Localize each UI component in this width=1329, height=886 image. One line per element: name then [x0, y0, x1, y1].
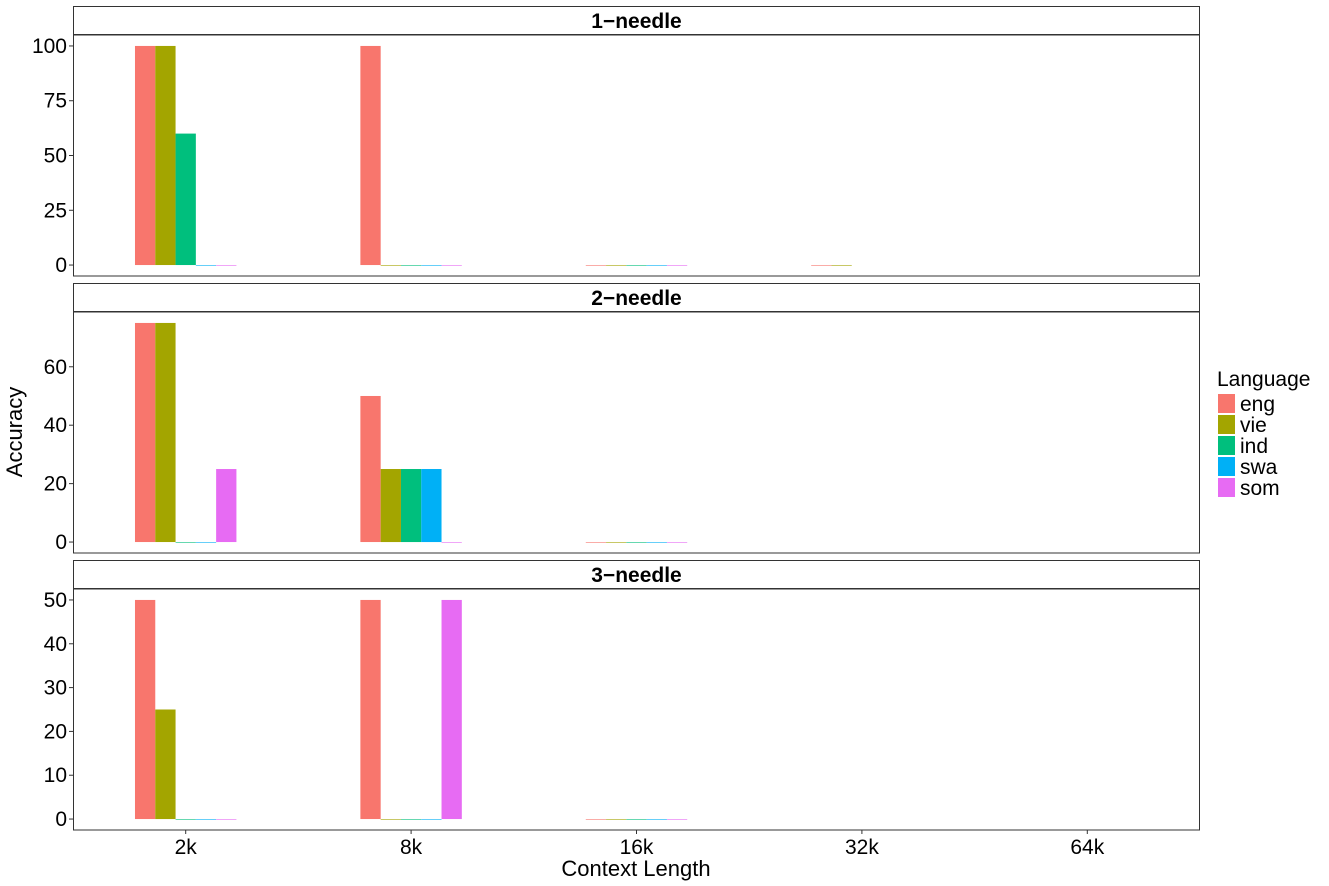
y-tick-label: 40 — [44, 414, 67, 437]
bar-som-8k — [441, 542, 462, 543]
legend-key-vie — [1218, 415, 1235, 434]
legend-label-vie: vie — [1240, 414, 1267, 437]
bar-ind-2k — [175, 819, 196, 820]
legend-label-swa: swa — [1240, 456, 1278, 479]
legend-title: Language — [1217, 368, 1310, 391]
y-tick-label: 25 — [44, 199, 67, 222]
bar-eng-2k — [134, 45, 156, 266]
facet-panel-3: 3−needle 0 10 20 30 40 50 — [44, 560, 1200, 831]
x-tick-label: 8k — [400, 836, 423, 859]
bar-vie-16k — [606, 265, 627, 266]
bar-swa-8k — [421, 265, 442, 266]
bar-swa-16k — [646, 542, 667, 543]
bar-som-2k — [216, 265, 237, 266]
bar-som-2k — [216, 469, 237, 543]
bar-eng-2k — [134, 599, 156, 820]
bar-swa-2k — [195, 819, 217, 820]
bar-som-8k — [441, 599, 462, 820]
bar-som-16k — [666, 542, 688, 543]
bar-swa-16k — [646, 819, 667, 820]
y-tick-label: 0 — [55, 254, 67, 277]
bar-som-2k — [216, 819, 237, 820]
bar-ind-16k — [626, 819, 647, 820]
bar-som-16k — [666, 265, 688, 266]
y-tick-label: 20 — [44, 473, 67, 496]
facet-strip — [73, 560, 1200, 589]
bar-vie-8k — [380, 819, 401, 820]
bar-eng-16k — [585, 819, 607, 820]
facet-strip-title: 1−needle — [591, 10, 681, 33]
bar-eng-8k — [360, 45, 381, 266]
legend-key-ind — [1218, 436, 1235, 455]
panels: 1−needle02550751002−needle02040603−needl… — [32, 6, 1200, 859]
y-tick-label: 0 — [55, 808, 67, 831]
x-tick-label: 32k — [845, 836, 879, 859]
bar-ind-8k — [400, 819, 422, 820]
bar-ind-8k — [400, 469, 422, 543]
bar-ind-2k — [175, 542, 196, 543]
x-axis-title: Context Length — [561, 856, 710, 881]
bar-eng-8k — [360, 395, 381, 543]
bar-swa-2k — [195, 265, 217, 266]
bar-ind-16k — [626, 265, 647, 266]
bar-ind-2k — [175, 133, 196, 266]
legend-label-eng: eng — [1240, 393, 1275, 416]
facet-strip — [73, 6, 1200, 35]
bar-som-16k — [666, 819, 688, 820]
legend-key-som — [1218, 478, 1235, 497]
bar-vie-8k — [380, 469, 401, 543]
bar-swa-8k — [421, 819, 442, 820]
y-tick-label: 75 — [44, 90, 67, 113]
facet-panel-1: 1−needle 0 25 50 75 100 — [32, 6, 1200, 277]
bar-vie-32k — [831, 265, 852, 266]
y-tick-label: 10 — [44, 764, 67, 787]
y-tick-label: 30 — [44, 677, 67, 700]
x-tick-label: 2k — [175, 836, 198, 859]
bar-vie-2k — [155, 45, 176, 266]
bar-ind-8k — [400, 265, 422, 266]
bar-vie-2k — [155, 322, 176, 543]
plot-background — [73, 312, 1200, 553]
plot-background — [73, 35, 1200, 276]
facet-panel-2: 2−needle 0 20 40 60 — [44, 283, 1200, 554]
bar-eng-16k — [585, 265, 607, 266]
bar-ind-16k — [626, 542, 647, 543]
bar-swa-2k — [195, 542, 217, 543]
bar-swa-8k — [421, 469, 442, 543]
y-tick-label: 50 — [44, 145, 67, 168]
y-tick-label: 60 — [44, 356, 67, 379]
bar-vie-8k — [380, 265, 401, 266]
bar-swa-16k — [646, 265, 667, 266]
bar-vie-16k — [606, 542, 627, 543]
legend-key-eng — [1218, 394, 1235, 413]
x-tick-label: 16k — [620, 836, 654, 859]
y-tick-label: 100 — [32, 35, 67, 58]
bar-som-8k — [441, 265, 462, 266]
bar-eng-2k — [134, 322, 156, 543]
bar-eng-32k — [811, 265, 832, 266]
plot-background — [73, 589, 1200, 830]
legend-label-som: som — [1240, 477, 1280, 500]
y-tick-label: 20 — [44, 720, 67, 743]
bar-vie-2k — [155, 709, 176, 820]
x-axis: 2k 8k 16k 32k 64k — [175, 830, 1105, 859]
legend-key-swa — [1218, 457, 1235, 476]
y-tick-label: 40 — [44, 633, 67, 656]
y-tick-label: 0 — [55, 531, 67, 554]
y-tick-label: 50 — [44, 589, 67, 612]
bar-vie-16k — [606, 819, 627, 820]
bar-eng-16k — [585, 542, 607, 543]
legend-label-ind: ind — [1240, 435, 1268, 458]
facet-strip — [73, 283, 1200, 312]
facet-strip-title: 3−needle — [591, 564, 681, 587]
facet-strip-title: 2−needle — [591, 287, 681, 310]
x-tick-label: 64k — [1070, 836, 1104, 859]
y-axis-title: Accuracy — [2, 387, 27, 477]
bar-eng-8k — [360, 599, 381, 820]
